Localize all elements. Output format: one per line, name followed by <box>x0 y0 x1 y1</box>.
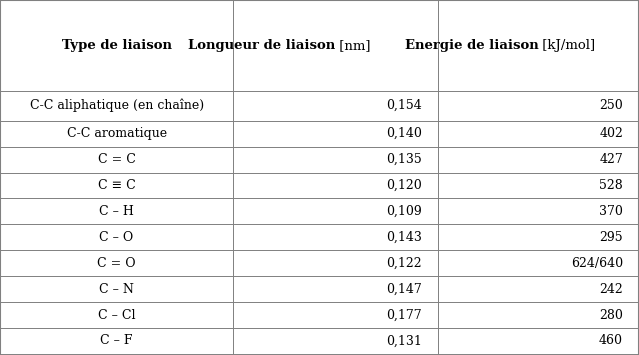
Text: 528: 528 <box>599 179 623 192</box>
Text: C-C aromatique: C-C aromatique <box>66 127 167 140</box>
Text: C-C aliphatique (en chaîne): C-C aliphatique (en chaîne) <box>29 99 204 113</box>
Text: C – H: C – H <box>99 205 134 218</box>
Text: [nm]: [nm] <box>335 39 371 52</box>
Text: Longueur de liaison: Longueur de liaison <box>189 39 335 52</box>
Text: 0,140: 0,140 <box>386 127 422 140</box>
Text: 0,154: 0,154 <box>386 99 422 112</box>
Text: 0,143: 0,143 <box>386 231 422 244</box>
Text: Energie de liaison: Energie de liaison <box>404 39 539 52</box>
Text: 0,135: 0,135 <box>386 153 422 166</box>
Text: C – O: C – O <box>100 231 134 244</box>
Text: 402: 402 <box>599 127 623 140</box>
Text: C – F: C – F <box>100 334 133 348</box>
Text: [kJ/mol]: [kJ/mol] <box>539 39 596 52</box>
Text: C – N: C – N <box>99 283 134 296</box>
Text: 460: 460 <box>599 334 623 348</box>
Text: 0,120: 0,120 <box>386 179 422 192</box>
Text: 0,131: 0,131 <box>386 334 422 348</box>
Text: 0,109: 0,109 <box>386 205 422 218</box>
Text: 250: 250 <box>599 99 623 112</box>
Text: C = O: C = O <box>97 257 136 270</box>
Text: 427: 427 <box>599 153 623 166</box>
Text: 0,147: 0,147 <box>386 283 422 296</box>
Text: 0,122: 0,122 <box>386 257 422 270</box>
Text: Type de liaison: Type de liaison <box>61 39 172 52</box>
Text: 624/640: 624/640 <box>571 257 623 270</box>
Text: 242: 242 <box>599 283 623 296</box>
Text: C – Cl: C – Cl <box>98 308 135 322</box>
Text: C ≡ C: C ≡ C <box>98 179 135 192</box>
Text: C = C: C = C <box>98 153 135 166</box>
Text: 370: 370 <box>599 205 623 218</box>
Text: 280: 280 <box>599 308 623 322</box>
Text: 295: 295 <box>599 231 623 244</box>
Text: 0,177: 0,177 <box>386 308 422 322</box>
